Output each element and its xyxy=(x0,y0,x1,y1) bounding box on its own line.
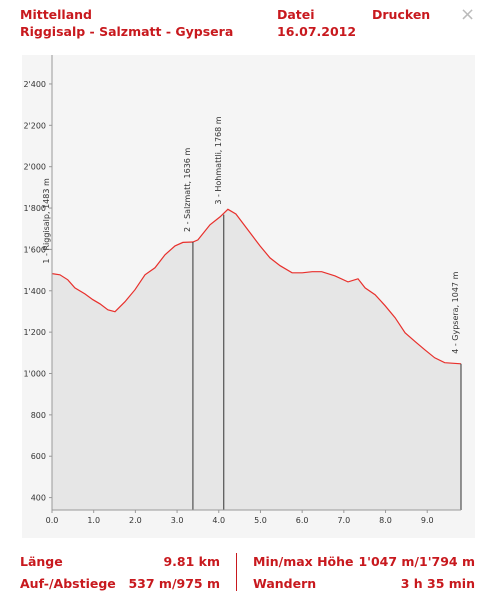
stat-label: Min/max Höhe xyxy=(253,554,354,569)
y-tick-label: 800 xyxy=(31,411,46,420)
stat-value: 3 h 35 min xyxy=(400,576,475,591)
x-tick-label: 2.0 xyxy=(129,516,142,525)
y-tick-label: 600 xyxy=(31,452,46,461)
profile-area xyxy=(52,209,461,511)
x-tick-label: 7.0 xyxy=(337,516,350,525)
y-tick-label: 1'400 xyxy=(23,287,46,296)
waypoint-label: 1 - Riggisalp, 1483 m xyxy=(42,178,51,264)
waypoint-label: 4 - Gypsera, 1047 m xyxy=(451,271,460,353)
close-button[interactable]: × xyxy=(460,4,476,25)
x-tick-label: 8.0 xyxy=(379,516,392,525)
x-tick-label: 1.0 xyxy=(87,516,100,525)
x-tick-label: 0.0 xyxy=(46,516,59,525)
y-tick-label: 2'200 xyxy=(23,121,46,130)
y-tick-label: 2'400 xyxy=(23,80,46,89)
stat-value: 537 m/975 m xyxy=(128,576,220,591)
y-tick-label: 400 xyxy=(31,494,46,503)
y-tick-label: 1'800 xyxy=(23,204,46,213)
x-tick-label: 5.0 xyxy=(254,516,267,525)
x-tick-label: 3.0 xyxy=(171,516,184,525)
stat-value: 9.81 km xyxy=(163,554,220,569)
stat-label: Wandern xyxy=(253,576,317,591)
waypoint-label: 2 - Salzmatt, 1636 m xyxy=(183,148,192,232)
separator xyxy=(236,553,237,591)
y-tick-label: 2'000 xyxy=(23,163,46,172)
print-button[interactable]: Drucken xyxy=(372,7,431,22)
y-tick-label: 1'000 xyxy=(23,370,46,379)
x-tick-label: 6.0 xyxy=(296,516,309,525)
waypoint-label: 3 - Hohmattli, 1768 m xyxy=(214,116,223,204)
file-menu[interactable]: Datei xyxy=(277,7,315,22)
x-tick-label: 9.0 xyxy=(421,516,434,525)
route-title: Riggisalp - Salzmatt - Gypsera xyxy=(20,24,234,39)
y-tick-label: 1'600 xyxy=(23,245,46,254)
profile-line xyxy=(51,208,462,365)
y-tick-label: 1'200 xyxy=(23,328,46,337)
region-title: Mittelland xyxy=(20,7,93,22)
x-tick-label: 4.0 xyxy=(212,516,225,525)
stat-value: 1'047 m/1'794 m xyxy=(358,554,475,569)
stat-label: Länge xyxy=(20,554,63,569)
date: 16.07.2012 xyxy=(277,24,357,39)
stat-label: Auf-/Abstiege xyxy=(20,576,116,591)
